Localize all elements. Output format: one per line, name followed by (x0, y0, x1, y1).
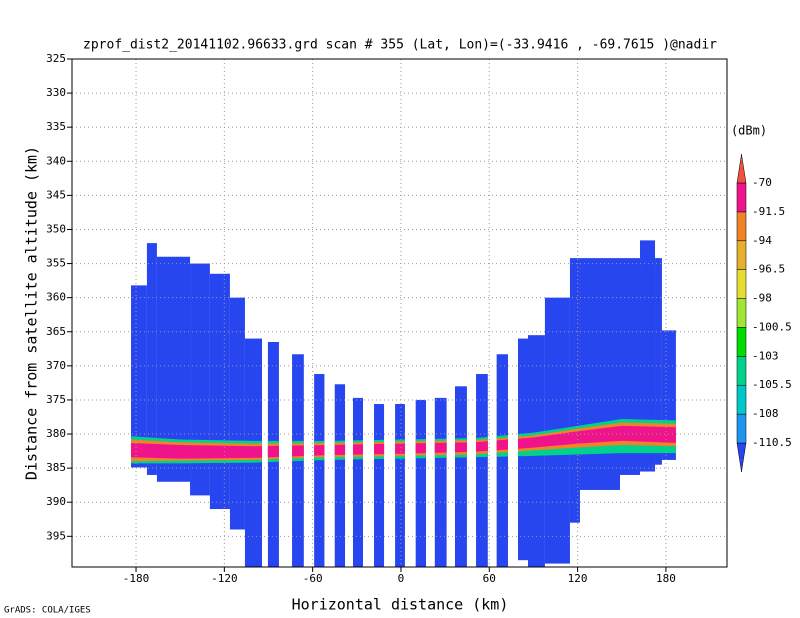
y-tick-label: 365 (46, 325, 66, 338)
colorbar-box (736, 211, 747, 242)
x-tick-label: 120 (568, 572, 588, 585)
colorbar-box (736, 182, 747, 213)
colorbar-box (736, 269, 747, 299)
swath (229, 297, 245, 530)
colorbar-label: -91.5 (752, 205, 785, 218)
y-tick-label: 395 (46, 529, 66, 542)
colorbar-label: -108 (752, 407, 779, 420)
swath (454, 386, 467, 567)
plot-frame (71, 58, 728, 568)
colorbar-unit: (dBm) (731, 124, 767, 138)
swath (655, 258, 662, 465)
y-tick-label: 355 (46, 257, 66, 270)
swath (352, 397, 363, 567)
swath (131, 285, 147, 468)
chart-title: zprof_dist2_20141102.96633.grd scan # 35… (83, 38, 717, 53)
colorbar-low (736, 442, 747, 472)
x-tick-label: -180 (123, 572, 150, 585)
x-axis-label: Horizontal distance (km) (292, 596, 509, 614)
y-tick-label: 360 (46, 291, 66, 304)
swath (476, 374, 488, 567)
y-tick-label: 350 (46, 222, 66, 235)
y-tick-label: 325 (46, 52, 66, 65)
x-tick-label: 180 (656, 572, 676, 585)
swath (334, 384, 346, 567)
y-tick-label: 385 (46, 461, 66, 474)
colorbar-box (736, 240, 747, 270)
colorbar-label: -105.5 (752, 378, 792, 391)
swath (374, 404, 385, 567)
swath (579, 258, 620, 490)
swath (395, 404, 405, 567)
colorbar-label: -96.5 (752, 263, 785, 276)
swath (415, 399, 426, 567)
footer: GrADS: COLA/IGES (4, 606, 91, 616)
colorbar-box (736, 356, 747, 386)
y-tick-label: 390 (46, 495, 66, 508)
swath (569, 258, 580, 523)
x-tick-label: 0 (398, 572, 405, 585)
colorbar-label: -100.5 (752, 320, 792, 333)
x-tick-label: 60 (483, 572, 496, 585)
x-tick-label: -60 (303, 572, 323, 585)
y-axis-label: Distance from satellite altitude (km) (23, 146, 41, 480)
colorbar-label: -110.5 (752, 436, 792, 449)
swath (434, 397, 447, 567)
swath (209, 273, 230, 510)
y-tick-label: 340 (46, 154, 66, 167)
y-tick-label: 375 (46, 393, 66, 406)
swath (496, 354, 508, 567)
y-tick-label: 370 (46, 359, 66, 372)
colorbar-box (736, 298, 747, 328)
y-tick-label: 380 (46, 427, 66, 440)
x-tick-label: -120 (211, 572, 238, 585)
swath (146, 243, 157, 475)
colorbar-label: -103 (752, 349, 779, 362)
y-tick-label: 335 (46, 120, 66, 133)
y-tick-label: 345 (46, 188, 66, 201)
swath (314, 374, 325, 567)
colorbar-box (736, 384, 747, 415)
y-tick-label: 330 (46, 86, 66, 99)
plot-area (131, 240, 676, 567)
swath (190, 263, 210, 496)
colorbar-label: -70 (752, 176, 772, 189)
colorbar-box (736, 327, 747, 357)
colorbar-label: -94 (752, 234, 772, 247)
colorbar-label: -98 (752, 292, 772, 305)
colorbar-box (736, 413, 747, 444)
swath (640, 240, 656, 472)
colorbar-high (736, 154, 747, 184)
